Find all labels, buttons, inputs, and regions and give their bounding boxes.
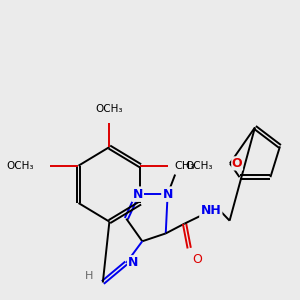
Text: N: N (162, 188, 173, 201)
Text: NH: NH (200, 204, 221, 218)
Text: OCH₃: OCH₃ (185, 161, 213, 171)
Text: OCH₃: OCH₃ (96, 104, 123, 114)
Text: O: O (232, 157, 242, 170)
Text: O: O (192, 254, 202, 266)
Text: N: N (128, 256, 139, 269)
Text: N: N (132, 188, 143, 201)
Text: CH₃: CH₃ (174, 161, 195, 171)
Text: OCH₃: OCH₃ (6, 161, 33, 171)
Text: H: H (85, 271, 93, 281)
